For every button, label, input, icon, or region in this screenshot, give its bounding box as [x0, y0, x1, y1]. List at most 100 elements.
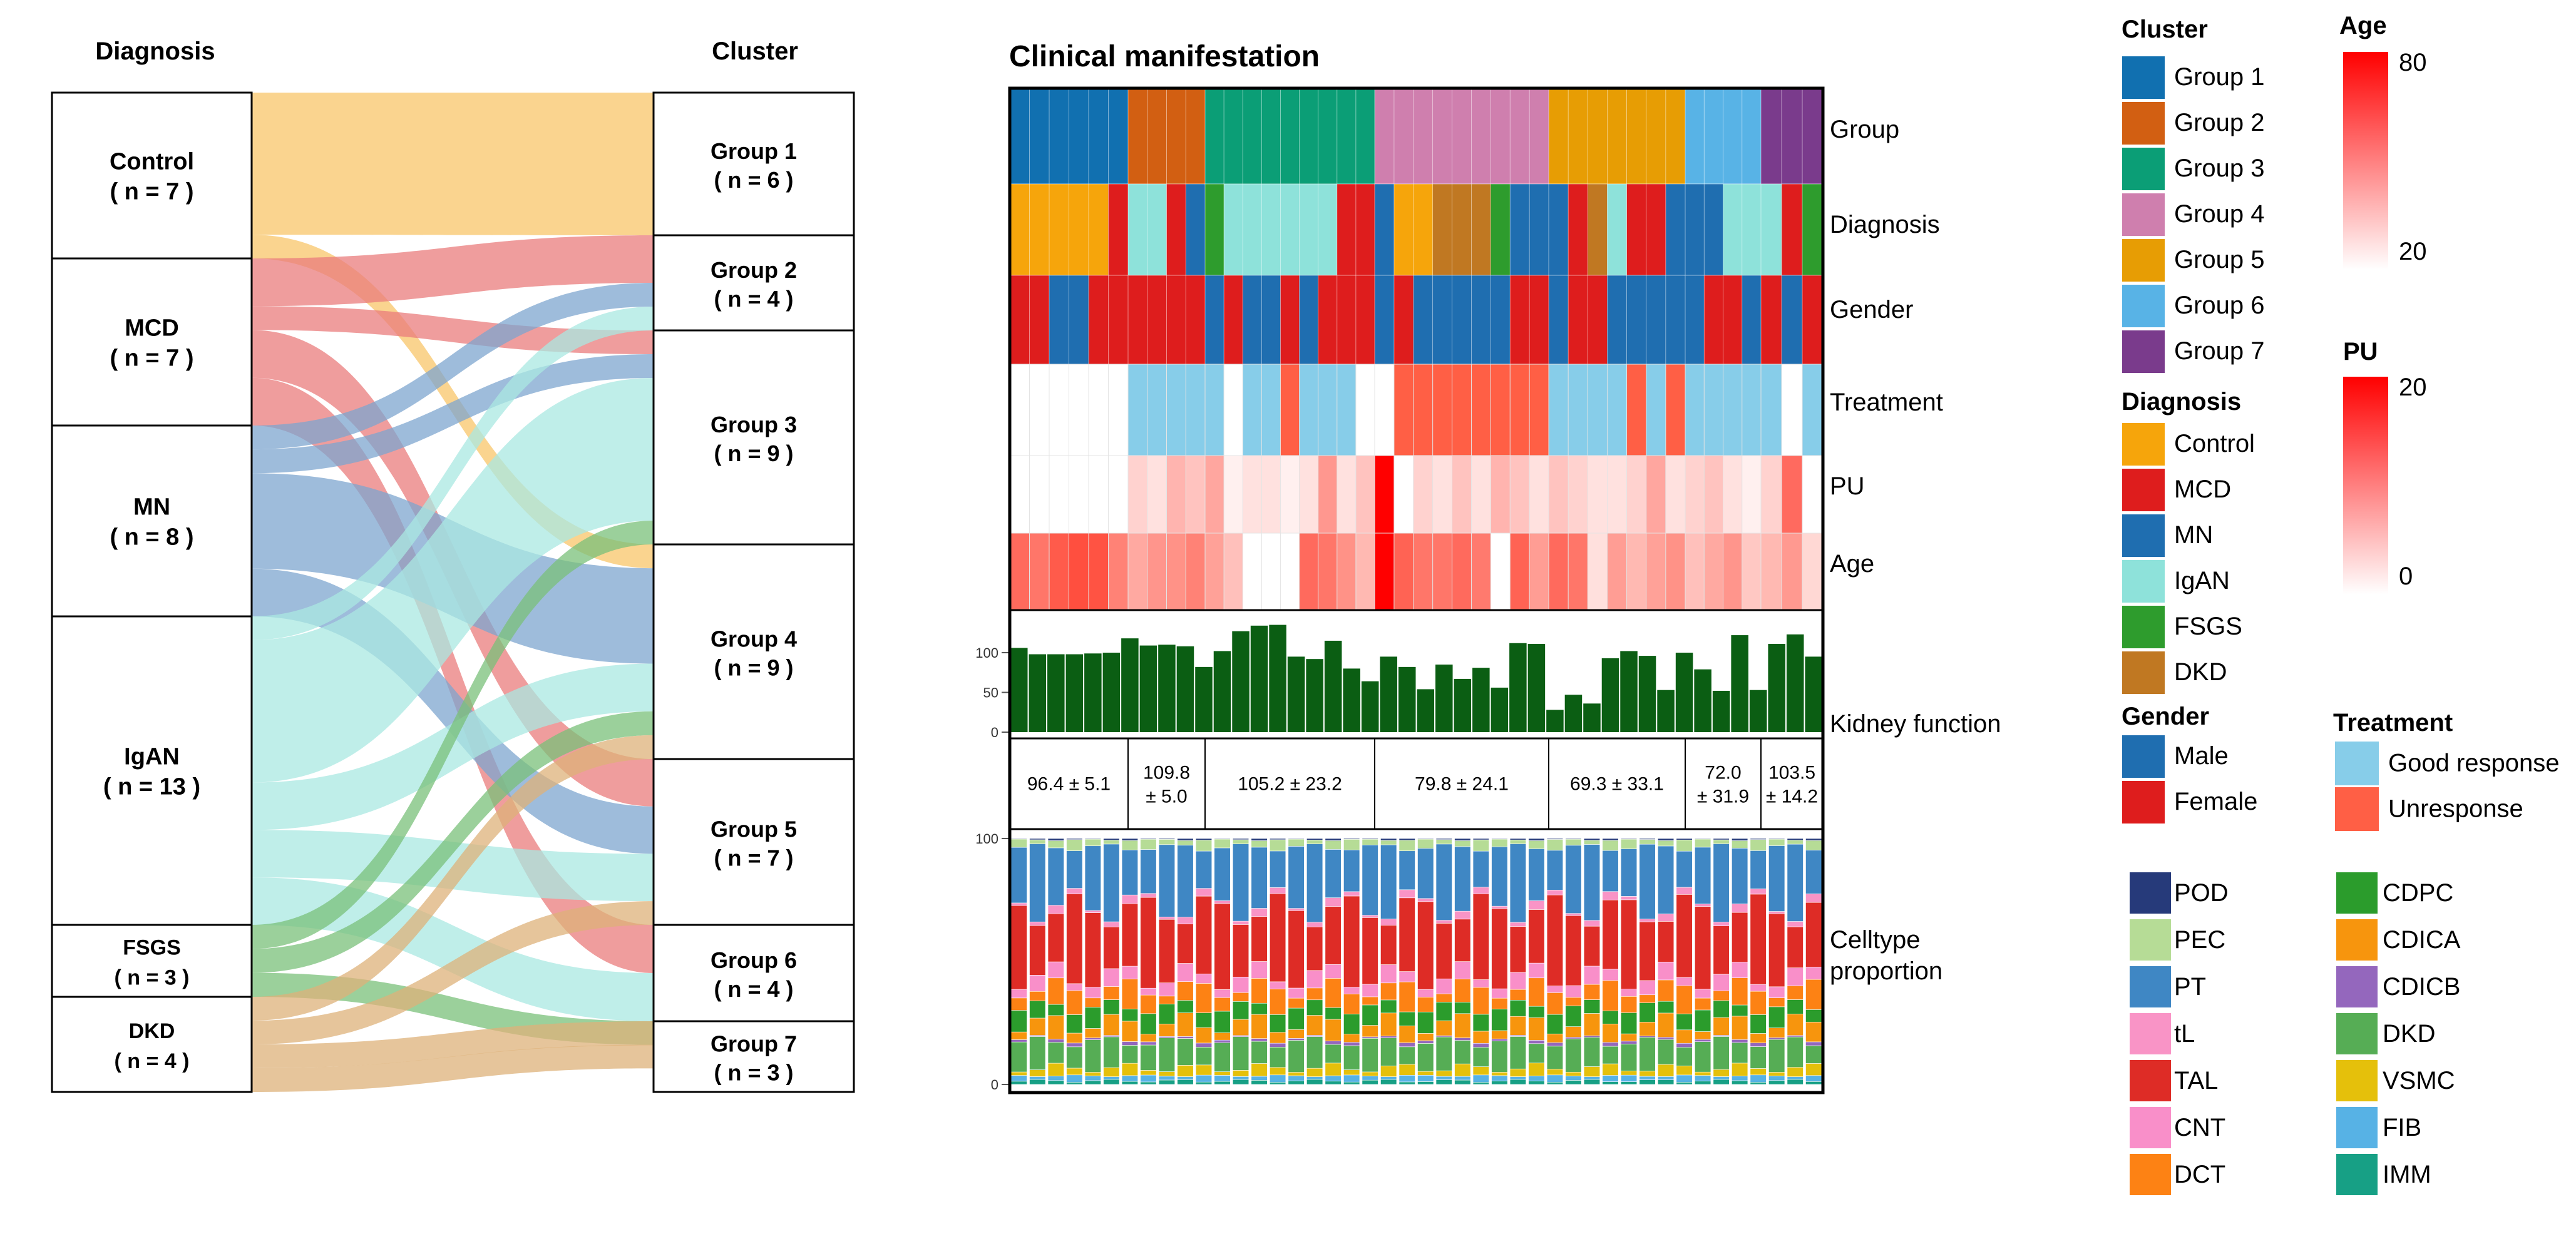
treatment-cell: [1781, 364, 1803, 456]
kidney-bar: [1454, 678, 1472, 732]
celltype-segment-tal: [1805, 902, 1822, 967]
celltype-segment-cnt: [1787, 967, 1804, 986]
legend-swatch: [2122, 148, 2165, 190]
celltype-segment-pec: [1695, 839, 1711, 848]
celltype-segment-pod: [1121, 838, 1138, 841]
celltype-segment-dct: [1713, 991, 1730, 1001]
celltype-segment-cdica: [1787, 1014, 1804, 1036]
legend-swatch: [2122, 469, 2165, 511]
sankey-left-node-count: ( n = 13 ): [103, 774, 200, 800]
pu-cell: [1685, 455, 1705, 534]
group-cell: [1108, 89, 1129, 185]
celltype-segment-dct: [1565, 997, 1582, 1006]
celltype-segment-dct: [1306, 987, 1323, 1001]
celltype-segment-vsmc: [1565, 1071, 1582, 1076]
diagnosis-cell: [1029, 183, 1050, 276]
celltype-segment-pt: [1306, 844, 1323, 923]
pu-cell: [1337, 455, 1357, 534]
kidney-bar: [1047, 654, 1065, 732]
celltype-segment-cdica: [1140, 1034, 1157, 1043]
celltype-segment-dkd: [1472, 1047, 1489, 1067]
celltype-segment-cnt: [1528, 962, 1545, 979]
group-cell: [1490, 89, 1511, 185]
diagnosis-cell: [1374, 183, 1395, 276]
kidney-bar: [1694, 669, 1711, 732]
celltype-segment-pec: [1676, 839, 1693, 852]
celltype-segment-imm: [1140, 1081, 1157, 1085]
sankey-left-node-name: FSGS: [123, 936, 181, 960]
sankey-right-node-count: ( n = 3 ): [714, 1060, 793, 1086]
celltype-segment-tl: [1676, 887, 1693, 895]
celltype-segment-vsmc: [1325, 1063, 1342, 1076]
celltype-segment-pec: [1657, 840, 1675, 847]
celltype-segment-cnt: [1398, 971, 1415, 982]
celltype-segment-dkd: [1214, 1042, 1231, 1072]
diagnosis-cell: [1781, 183, 1803, 276]
celltype-segment-pec: [1398, 840, 1415, 852]
celltype-segment-pt: [1583, 844, 1601, 921]
kidney-summary-value: ± 5.0: [1146, 787, 1188, 807]
celltype-segment-pt: [1639, 844, 1656, 919]
celltype-segment-tl: [1270, 887, 1286, 894]
celltype-segment-pt: [1491, 846, 1508, 907]
celltype-segment-cdica: [1750, 1033, 1767, 1043]
treatment-cell: [1029, 364, 1050, 456]
sankey-right-node-name: Group 6: [711, 947, 797, 973]
celltype-segment-pec: [1251, 840, 1268, 848]
celltype-segment-cdica: [1066, 1032, 1083, 1044]
celltype-segment-tal: [1010, 905, 1027, 990]
celltype-segment-dkd: [1657, 1039, 1675, 1065]
celltype-segment-cdpc: [1325, 1007, 1342, 1020]
kidney-bar: [1527, 644, 1546, 732]
celltype-segment-pod: [1639, 838, 1656, 840]
celltype-segment-tl: [1768, 911, 1785, 914]
gender-cell: [1432, 275, 1453, 365]
celltype-segment-dkd: [1066, 1046, 1083, 1069]
age-cell: [1529, 533, 1549, 611]
celltype-segment-pt: [1325, 849, 1342, 898]
celltype-swatch: [2336, 1013, 2378, 1054]
celltype-segment-imm: [1695, 1081, 1711, 1085]
celltype-segment-dct: [1158, 996, 1176, 1004]
gender-cell: [1568, 275, 1589, 365]
clinical-heatmap: Clinical manifestation 0 50 100 96.4 ± 5.1 1…: [975, 40, 2001, 1094]
kidney-bar: [1583, 703, 1601, 732]
celltype-segment-cnt: [1343, 987, 1360, 994]
celltype-swatch: [2336, 872, 2378, 914]
diagnosis-cell: [1665, 183, 1686, 276]
celltype-segment-pod: [1232, 838, 1250, 840]
celltype-segment-dkd: [1713, 1036, 1730, 1070]
celltype-segment-fib: [1103, 1076, 1120, 1080]
celltype-segment-dct: [1121, 979, 1138, 1009]
pu-cell: [1509, 455, 1531, 534]
celltype-segment-tal: [1546, 894, 1563, 986]
celltype-segment-dct: [1546, 992, 1563, 1015]
gender-cell: [1781, 275, 1803, 365]
celltype-segment-cnt: [1695, 989, 1711, 999]
celltype-segment-dkd: [1768, 1039, 1785, 1073]
celltype-segment-cdica: [1509, 1016, 1526, 1036]
celltype-segment-cnt: [1768, 986, 1785, 998]
celltype-segment-dkd: [1750, 1046, 1767, 1069]
row-label: Kidney function: [1830, 710, 2001, 738]
kidney-bar: [1620, 651, 1638, 732]
kidney-bar: [1546, 710, 1564, 732]
gender-cell: [1413, 275, 1434, 365]
celltype-segment-dkd: [1010, 1041, 1027, 1073]
celltype-segment-cnt: [1750, 984, 1767, 992]
group-cell: [1452, 89, 1472, 185]
celltype-segment-vsmc: [1417, 1071, 1434, 1076]
age-cell: [1760, 533, 1782, 611]
pu-colorbar: [2343, 377, 2388, 594]
celltype-segment-pt: [1121, 849, 1138, 895]
celltype-segment-pod: [1528, 838, 1545, 841]
sankey-right-node-name: Group 4: [711, 626, 797, 652]
celltype-segment-imm: [1620, 1081, 1638, 1085]
sankey-right-node-name: Group 2: [711, 257, 797, 283]
group-cell: [1299, 89, 1319, 185]
gender-cell: [1355, 275, 1375, 365]
diagnosis-cell: [1108, 183, 1129, 276]
age-cell: [1413, 533, 1434, 611]
celltype-segment-cdica: [1695, 1031, 1711, 1040]
celltype-segment-tal: [1251, 916, 1268, 962]
